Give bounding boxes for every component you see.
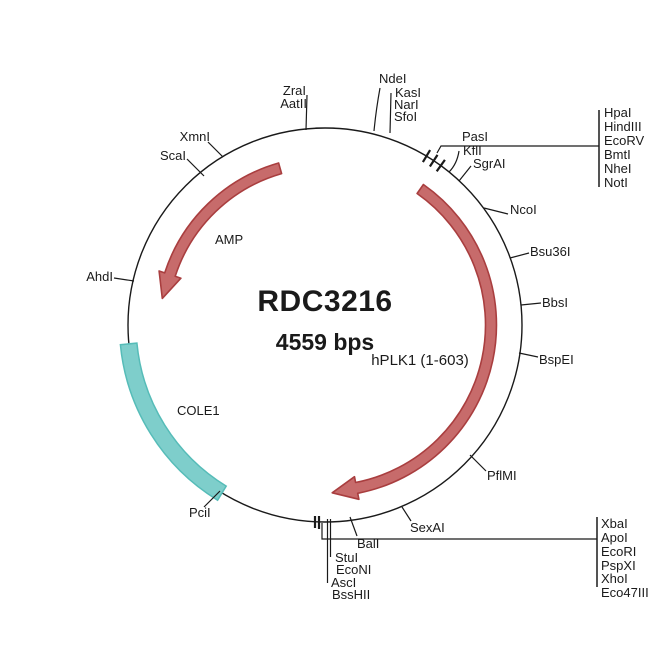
plasmid-backbone-circle (127, 127, 523, 523)
site-label-scai: ScaI (159, 148, 186, 163)
xmni-tick (207, 141, 224, 158)
hplk1-feature-arrow (331, 183, 498, 501)
bsu36i-tick (509, 252, 530, 259)
site-label-pcii: PciI (189, 505, 211, 520)
pcii-tick (203, 490, 221, 508)
site-label-bspei: BspEI (539, 352, 574, 367)
site-label-pflmi: PflMI (487, 468, 517, 483)
site-label-aatii: AatII (280, 96, 307, 111)
cole1-feature-label: COLE1 (177, 403, 220, 418)
ndei-tick (373, 87, 381, 132)
site-label-ahdi: AhdI (86, 269, 113, 284)
site-label-sfoi: SfoI (394, 109, 418, 124)
site-label-noti: NotI (604, 175, 628, 190)
site-label-kfli: KflI (463, 143, 482, 158)
bali-tick (349, 516, 358, 537)
site-label-xbai: XbaI (601, 516, 628, 531)
site-label-sgrai: SgrAI (473, 156, 506, 171)
bottom-right-connector (321, 517, 598, 587)
site-label-stui: StuI (335, 550, 359, 565)
amp-feature-label: AMP (215, 232, 244, 247)
plasmid-title: RDC3216 (257, 285, 393, 318)
sexai-tick (401, 506, 412, 522)
site-label-bmti: BmtI (604, 147, 631, 162)
bspei-tick (518, 352, 539, 358)
site-label-asci: AscI (331, 575, 357, 590)
bbsi-tick (520, 302, 542, 306)
plasmid-size-label: 4559 bps (275, 329, 375, 355)
site-label-nari: NarI (394, 97, 419, 112)
site-label-hpai: HpaI (604, 105, 632, 120)
site-label-pspxi: PspXI (601, 558, 636, 573)
hatch-tick (421, 149, 432, 163)
pflmi-tick (469, 454, 487, 472)
site-label-pasi: PasI (462, 129, 489, 144)
site-label-hindiii: HindIII (604, 119, 642, 134)
kasi-nari-sfoi-tick (389, 92, 392, 134)
site-label-kasi: KasI (395, 85, 422, 100)
top-right-hatch-ticks (421, 149, 446, 172)
site-label-xhoi: XhoI (601, 571, 628, 586)
kfli-tick (448, 150, 460, 173)
site-label-econi: EcoNI (336, 562, 372, 577)
connector-line (436, 145, 599, 154)
scai-tick (186, 158, 205, 177)
ncoi-tick (483, 207, 509, 215)
cole1-origin-band (119, 342, 228, 502)
insert-label: hPLK1 (1-603) (371, 352, 469, 369)
bottom-hatch-ticks (313, 516, 321, 529)
site-label-ndei: NdeI (379, 71, 407, 86)
hatch-tick (435, 159, 446, 172)
site-label-nhei: NheI (604, 161, 632, 176)
site-label-bsu36i: Bsu36I (530, 244, 571, 259)
site-label-ncoi: NcoI (510, 202, 537, 217)
site-label-xmni: XmnI (179, 129, 210, 144)
site-label-zrai: ZraI (282, 83, 306, 98)
hatch-tick (428, 154, 439, 168)
bottom-leaders (326, 519, 332, 583)
top-right-connector (436, 110, 600, 187)
site-label-sexai: SexAI (410, 520, 445, 535)
site-label-bali: BalI (357, 536, 380, 551)
amp-feature-arrow (158, 162, 283, 300)
site-label-bsshii: BssHII (332, 587, 371, 602)
site-label-ecorv: EcoRV (604, 133, 645, 148)
site-ticks (113, 87, 542, 537)
site-label-ecori: EcoRI (601, 544, 637, 559)
site-label-eco47iii: Eco47III (601, 585, 649, 600)
zrai-aatii-tick (305, 94, 308, 131)
site-label-bbsi: BbsI (542, 295, 569, 310)
ahdi-tick (113, 277, 135, 282)
site-label-apoi: ApoI (601, 530, 628, 545)
sgrai-tick (458, 165, 472, 182)
connector-line (321, 523, 597, 540)
